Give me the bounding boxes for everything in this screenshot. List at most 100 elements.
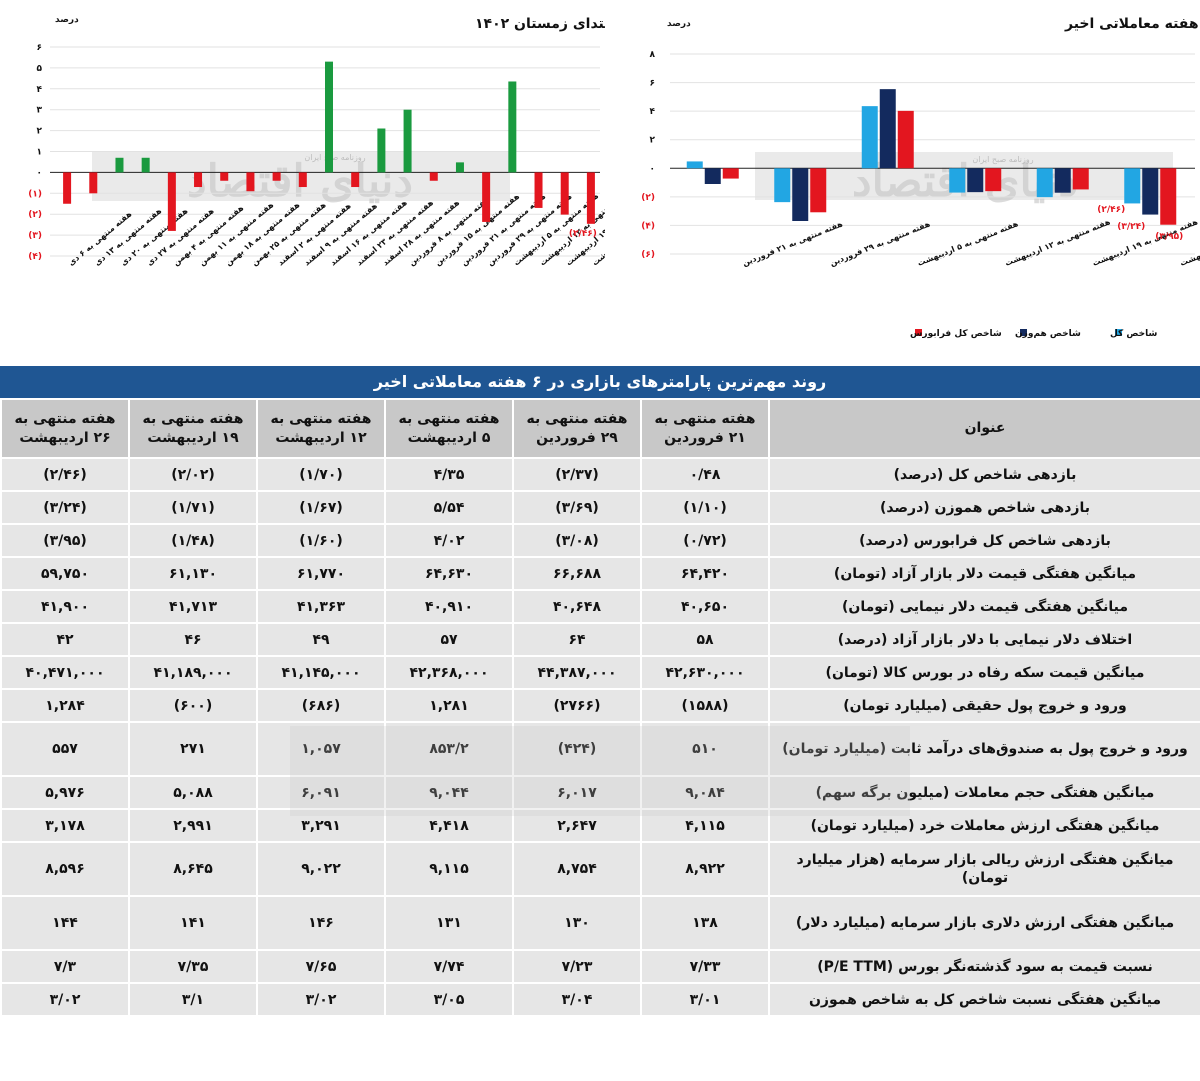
bar-شاخص هم‌وزن — [792, 168, 809, 221]
row-value: ۵/۵۴ — [386, 492, 512, 523]
table-row: میانگین هفتگی ارزش معاملات خرد (میلیارد … — [2, 810, 1200, 841]
bar-شاخص کل فرابورس — [897, 110, 914, 169]
y-tick-label: (۱) — [28, 189, 42, 199]
row-value: ۵۵۷ — [2, 723, 128, 775]
table-row: میانگین هفتگی ارزش ریالی بازار سرمایه (ه… — [2, 843, 1200, 895]
data-label: (۳/۲۴) — [1117, 222, 1145, 232]
row-value: ۹,۰۸۴ — [642, 777, 768, 808]
bar — [482, 172, 491, 222]
row-label: میانگین هفتگی ارزش دلاری بازار سرمایه (م… — [770, 897, 1200, 949]
y-tick-label: ۲ — [37, 127, 43, 137]
market-parameters-table: عنوان هفته منتهی به ۲۱ فروردین هفته منته… — [0, 398, 1200, 1017]
bar — [403, 109, 412, 173]
row-value: ۱,۲۸۱ — [386, 690, 512, 721]
row-value: ۴۴,۳۸۷,۰۰۰ — [514, 657, 640, 688]
row-value: ۳/۰۵ — [386, 984, 512, 1015]
row-value: ۱۳۰ — [514, 897, 640, 949]
row-value: (۳/۶۹) — [514, 492, 640, 523]
row-label: میانگین هفتگی نسبت شاخص کل به شاخص هموزن — [770, 984, 1200, 1015]
legend-swatch — [1115, 329, 1122, 336]
row-value: (۲/۴۶) — [2, 459, 128, 490]
bar-شاخص هم‌وزن — [967, 168, 984, 193]
bar-شاخص کل — [774, 168, 791, 203]
bar — [89, 172, 98, 194]
bar — [115, 157, 124, 173]
row-label: میانگین هفتگی حجم معاملات (میلیون برگه س… — [770, 777, 1200, 808]
row-value: ۷/۳۳ — [642, 951, 768, 982]
bar-شاخص کل — [1036, 168, 1053, 198]
y-tick-label: (۲) — [28, 210, 42, 220]
header-week-6: هفته منتهی به ۲۶ اردیبهشت — [2, 400, 128, 457]
watermark-sub: روزنامه صبح ایران — [304, 153, 365, 162]
bar-شاخص هم‌وزن — [879, 89, 896, 169]
row-value: (۴۲۴) — [514, 723, 640, 775]
row-value: ۷/۶۵ — [258, 951, 384, 982]
bar — [246, 172, 255, 192]
row-value: ۴۰,۶۵۰ — [642, 591, 768, 622]
row-value: (۲/۰۲) — [130, 459, 256, 490]
row-value: (۱/۴۸) — [130, 525, 256, 556]
bar — [377, 128, 386, 173]
header-week-4: هفته منتهی به ۱۲ اردیبهشت — [258, 400, 384, 457]
table-title: روند مهم‌ترین پارامترهای بازاری در ۶ هفت… — [0, 366, 1200, 398]
row-label: ورود و خروج پول حقیقی (میلیارد تومان) — [770, 690, 1200, 721]
row-label: ورود و خروج پول به صندوق‌های درآمد ثابت … — [770, 723, 1200, 775]
row-value: (۶۸۶) — [258, 690, 384, 721]
bar-شاخص کل فرابورس — [810, 168, 827, 213]
market-parameters-table-section: روند مهم‌ترین پارامترهای بازاری در ۶ هفت… — [0, 366, 1200, 1081]
row-value: ۶۴ — [514, 624, 640, 655]
row-value: (۱/۱۰) — [642, 492, 768, 523]
row-value: ۸,۵۹۶ — [2, 843, 128, 895]
row-label: میانگین هفتگی قیمت دلار بازار آزاد (توما… — [770, 558, 1200, 589]
row-value: ۱,۲۸۴ — [2, 690, 128, 721]
bar — [63, 172, 72, 204]
bar — [455, 162, 464, 173]
row-value: ۶۱,۱۳۰ — [130, 558, 256, 589]
bar — [351, 172, 360, 188]
data-label: (۲/۴۶) — [1097, 205, 1125, 215]
row-value: ۳/۰۲ — [258, 984, 384, 1015]
row-value: ۱۳۸ — [642, 897, 768, 949]
row-value: ۷/۳ — [2, 951, 128, 982]
row-value: ۴۲,۶۳۰,۰۰۰ — [642, 657, 768, 688]
row-label: بازدهی شاخص کل فرابورس (درصد) — [770, 525, 1200, 556]
row-value: ۱۴۶ — [258, 897, 384, 949]
row-value: ۳,۱۷۸ — [2, 810, 128, 841]
row-value: ۴,۱۱۵ — [642, 810, 768, 841]
row-value: ۳/۰۴ — [514, 984, 640, 1015]
bar — [220, 172, 229, 181]
row-value: ۵۸ — [642, 624, 768, 655]
row-value: ۴۲ — [2, 624, 128, 655]
bar — [272, 172, 281, 181]
y-tick-label: ۰ — [37, 168, 43, 178]
y-tick-label: (۴) — [28, 252, 42, 262]
bar — [508, 81, 517, 173]
row-value: ۴۶ — [130, 624, 256, 655]
table-row: ورود و خروج پول حقیقی (میلیارد تومان) (۱۵… — [2, 690, 1200, 721]
row-value: ۹,۰۲۲ — [258, 843, 384, 895]
header-week-2: هفته منتهی به ۲۹ فروردین — [514, 400, 640, 457]
row-value: ۴,۴۱۸ — [386, 810, 512, 841]
y-tick-label: (۴) — [641, 221, 655, 231]
bar-شاخص کل فرابورس — [1160, 168, 1177, 225]
row-value: ۶,۰۱۷ — [514, 777, 640, 808]
row-value: ۷/۲۳ — [514, 951, 640, 982]
y-tick-label: ۵ — [37, 64, 43, 74]
row-value: ۳/۰۲ — [2, 984, 128, 1015]
row-value: ۲۷۱ — [130, 723, 256, 775]
y-tick-label: ۲ — [650, 136, 656, 146]
row-value: ۶۴,۴۲۰ — [642, 558, 768, 589]
bar-شاخص کل فرابورس — [722, 168, 739, 179]
row-value: (۰/۷۲) — [642, 525, 768, 556]
bar — [429, 172, 438, 181]
bar — [298, 172, 307, 188]
table-row: میانگین هفتگی حجم معاملات (میلیون برگه س… — [2, 777, 1200, 808]
row-label: اختلاف دلار نیمایی با دلار بازار آزاد (د… — [770, 624, 1200, 655]
header-week-1: هفته منتهی به ۲۱ فروردین — [642, 400, 768, 457]
data-label: (۲/۴۶) — [569, 229, 597, 239]
y-tick-label: ۶ — [650, 79, 656, 89]
watermark-sub: روزنامه صبح ایران — [972, 155, 1033, 164]
row-value: ۳/۱ — [130, 984, 256, 1015]
